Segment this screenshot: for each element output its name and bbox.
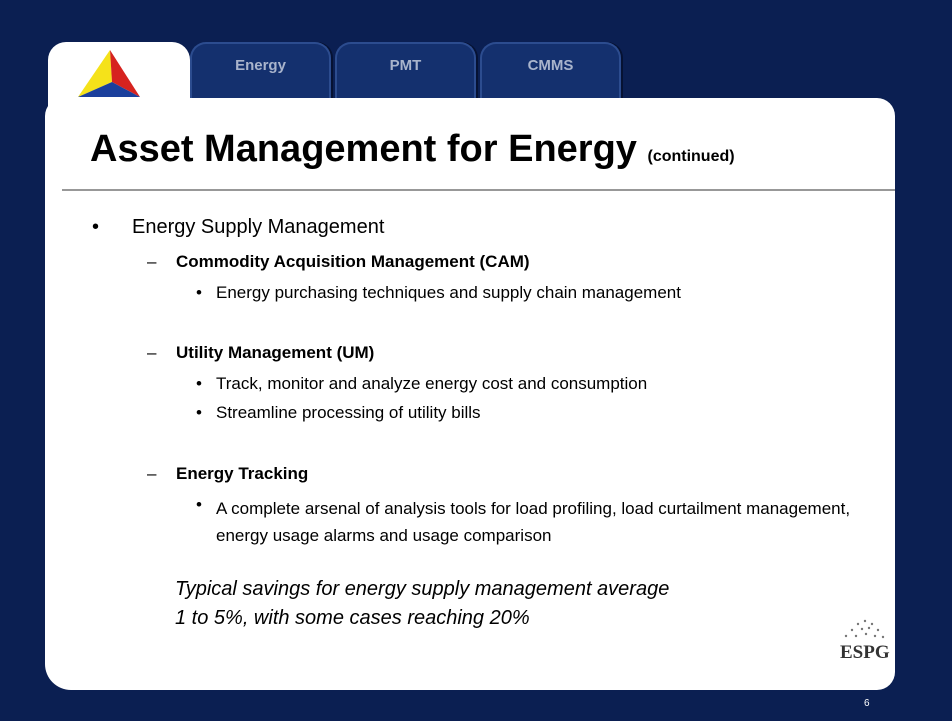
item: Track, monitor and analyze energy cost a… [216, 374, 648, 393]
item: A complete arsenal of analysis tools for… [216, 499, 851, 545]
note-line: 1 to 5%, with some cases reaching 20% [175, 607, 530, 629]
tab[interactable]: PMT [335, 42, 476, 104]
content-panel [45, 98, 895, 690]
section-heading: Commodity Acquisition Management (CAM) [176, 252, 530, 271]
tab[interactable]: CMMS [480, 42, 621, 104]
bullet: Energy Supply Management [132, 216, 385, 238]
dot: • [196, 495, 202, 514]
note-line: Typical savings for energy supply manage… [175, 578, 670, 600]
tab[interactable]: Energy [190, 42, 331, 104]
page-number: 6 [864, 698, 870, 709]
section-heading: Utility Management (UM) [176, 343, 375, 362]
slide-title: Asset Management for Energy (continued) [90, 128, 735, 170]
espg-burst [844, 619, 885, 639]
logo-red [110, 50, 140, 97]
logo-blue [78, 82, 140, 97]
title-suffix: (continued) [647, 148, 735, 165]
section-heading: Energy Tracking [176, 464, 309, 483]
bullet-marker: • [92, 216, 100, 238]
item: Energy purchasing techniques and supply … [216, 283, 681, 302]
dot: • [196, 374, 202, 393]
dot: • [196, 403, 202, 422]
dash: – [147, 343, 157, 362]
item: Streamline processing of utility bills [216, 403, 481, 422]
dash: – [147, 464, 157, 483]
dot: • [196, 283, 202, 302]
espg-logo: ESPG [840, 642, 890, 663]
logo-yellow [78, 50, 112, 97]
dash: – [147, 252, 157, 271]
